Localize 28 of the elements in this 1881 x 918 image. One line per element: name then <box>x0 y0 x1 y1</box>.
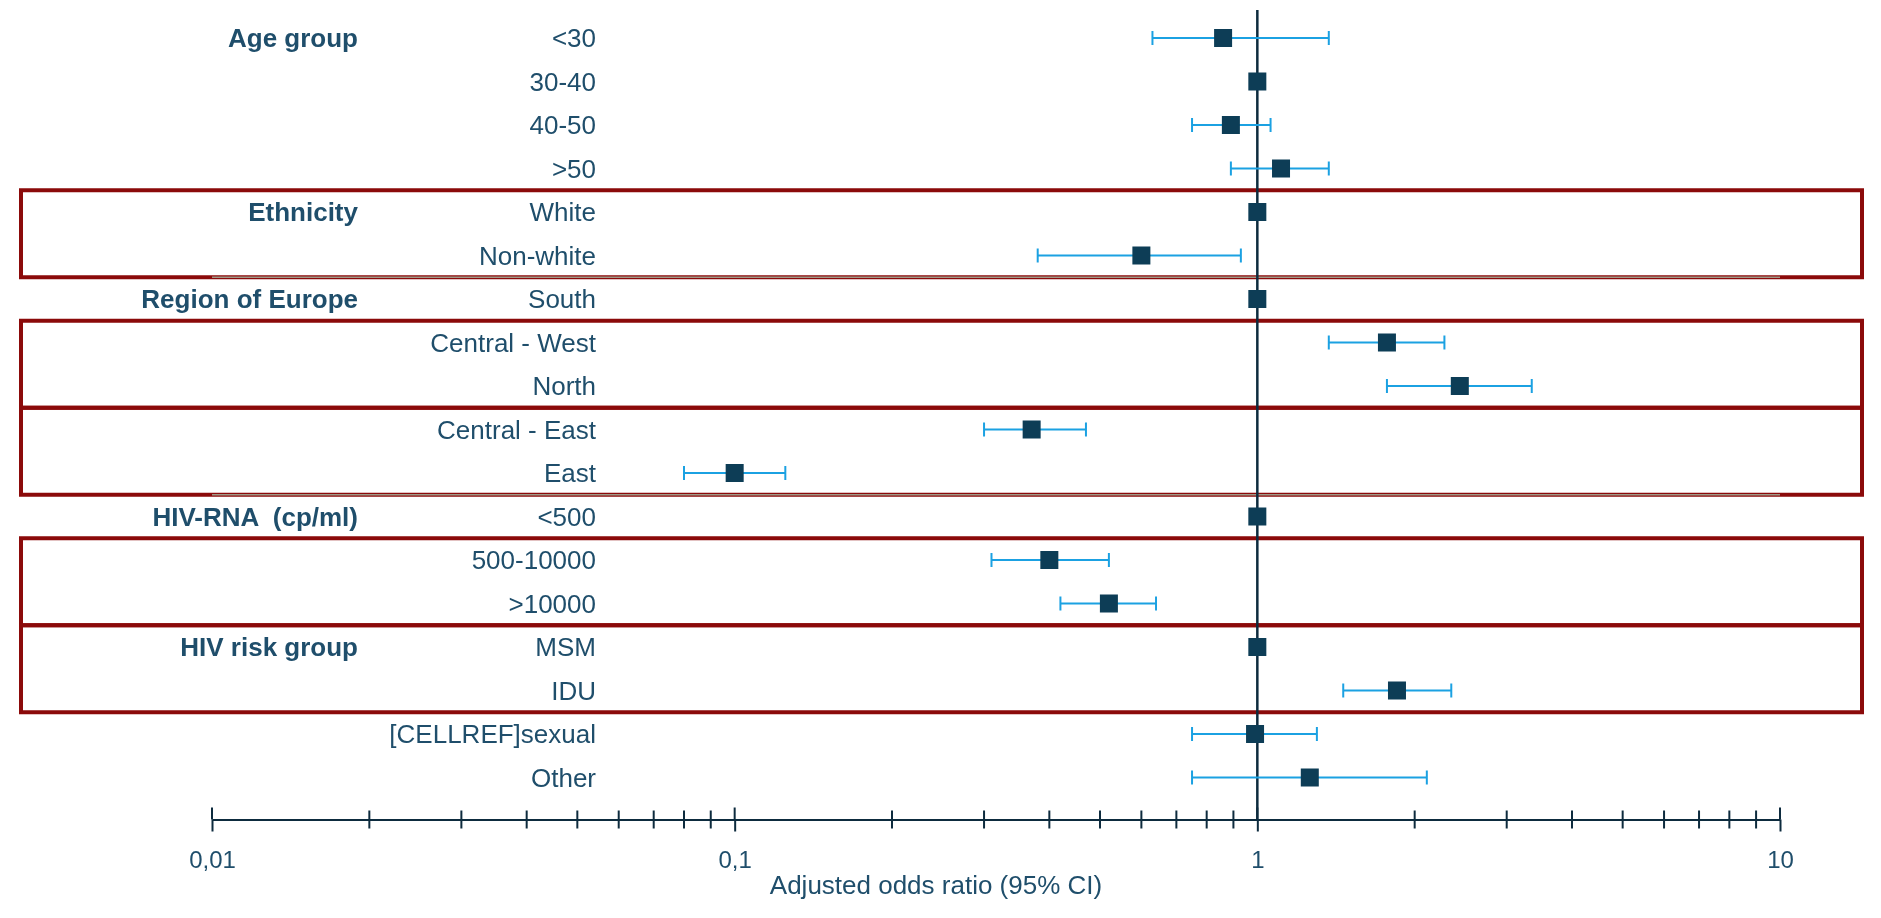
annotation: HIV risk group <box>180 632 358 663</box>
y-tick-label: Central - East <box>437 414 597 445</box>
y-tick-label: White <box>529 197 596 228</box>
x-tick-label: 10 <box>1767 846 1794 874</box>
y-tick-label: Other <box>530 762 597 793</box>
y-tick-label: <500 <box>537 501 596 532</box>
y-tick-label: >10000 <box>508 588 596 619</box>
y-tick-label: 40-50 <box>529 110 596 141</box>
x-tick-label: 1 <box>1251 846 1265 874</box>
y-tick-label: IDU <box>551 675 596 706</box>
annotation: Age group <box>228 23 358 54</box>
x-axis-title: Adjusted odds ratio (95% CI) <box>769 869 1103 900</box>
y-tick-label: 500-10000 <box>471 545 596 576</box>
y-tick-label: MSM <box>535 632 596 663</box>
y-tick-label: <30 <box>551 23 596 54</box>
y-tick-label: East <box>543 458 597 489</box>
x-tick-label: 0,1 <box>718 846 752 874</box>
y-tick-label: 30-40 <box>529 66 596 97</box>
y-tick-label: Central - West <box>430 327 597 358</box>
y-tick-label: North <box>532 371 596 402</box>
annotation: Region of Europe <box>141 284 358 315</box>
annotation: Ethnicity <box>248 197 359 228</box>
y-tick-label: [CELLREF]sexual <box>389 719 596 750</box>
y-tick-label: >50 <box>551 153 596 184</box>
annotation: HIV-RNA (cp/ml) <box>152 501 358 532</box>
x-tick-label: 0,01 <box>189 846 236 874</box>
y-tick-label: South <box>528 284 596 315</box>
y-tick-label: Non-white <box>478 240 596 271</box>
